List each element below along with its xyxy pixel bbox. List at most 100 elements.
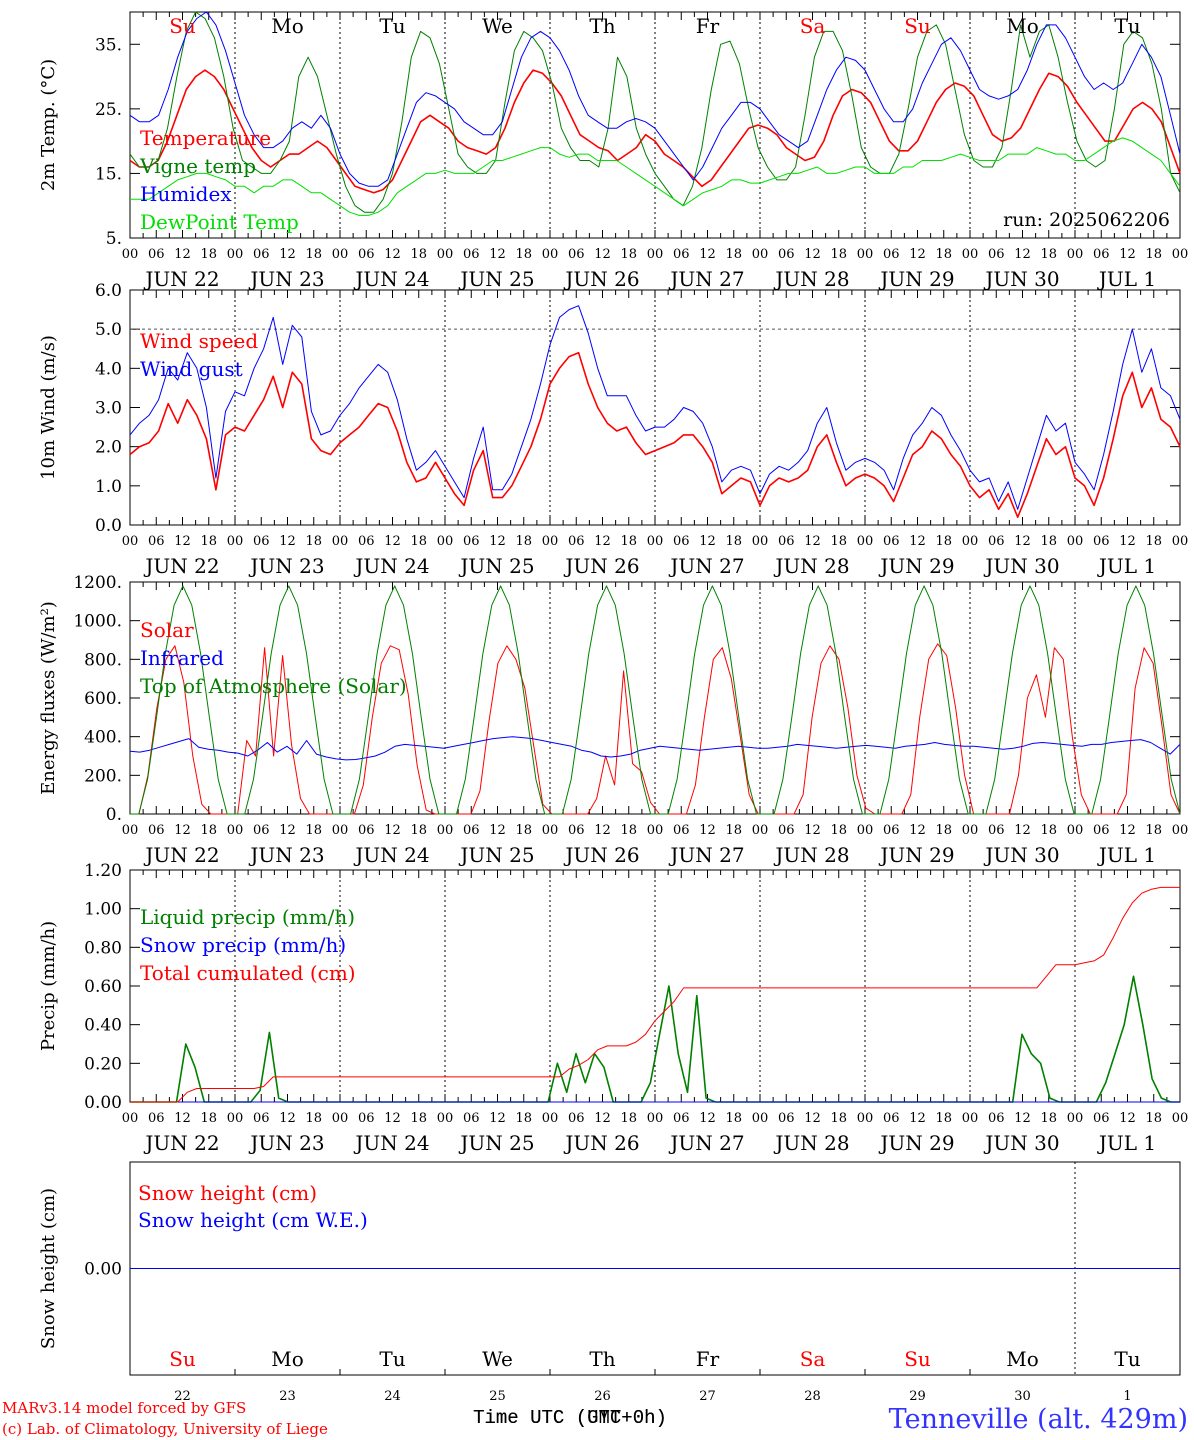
hour-label: 06 bbox=[358, 247, 375, 262]
day-name-bottom: Sa bbox=[800, 1347, 826, 1371]
date-label: JUN 27 bbox=[668, 554, 744, 578]
y-tick-label: 0.80 bbox=[84, 938, 122, 958]
date-label: JUN 23 bbox=[248, 1131, 324, 1155]
y-tick-label: 3.0 bbox=[95, 399, 122, 419]
hour-label: 18 bbox=[1040, 1111, 1057, 1126]
date-label: JUN 27 bbox=[668, 843, 744, 867]
date-label: JUN 22 bbox=[143, 554, 219, 578]
hour-label: 12 bbox=[489, 534, 506, 549]
date-label: JUN 29 bbox=[878, 554, 954, 578]
hour-label: 18 bbox=[200, 1111, 217, 1126]
hour-label: 18 bbox=[1145, 247, 1162, 262]
date-label: JUN 24 bbox=[353, 1131, 429, 1155]
y-tick-label: 25. bbox=[95, 100, 122, 120]
hour-label: 00 bbox=[1172, 823, 1189, 838]
y-tick-label: 0.0 bbox=[95, 516, 122, 536]
y-tick-label: 15. bbox=[95, 164, 122, 184]
hour-label: 06 bbox=[253, 534, 270, 549]
day-name-top: Sa bbox=[800, 14, 826, 38]
hour-label: 12 bbox=[699, 534, 716, 549]
hour-label: 18 bbox=[620, 247, 637, 262]
day-name-bottom: Mo bbox=[271, 1347, 304, 1371]
day-name-top: Fr bbox=[696, 14, 720, 38]
hour-label: 12 bbox=[489, 1111, 506, 1126]
hour-label: 06 bbox=[988, 823, 1005, 838]
day-name-top: Mo bbox=[271, 14, 304, 38]
y-tick-label: 5.0 bbox=[95, 320, 122, 340]
series-line-wind-speed bbox=[129, 351, 1181, 519]
series-line-temperature bbox=[129, 69, 1181, 194]
hour-label: 18 bbox=[410, 1111, 427, 1126]
hour-label: 12 bbox=[1014, 823, 1031, 838]
hour-label: 12 bbox=[909, 247, 926, 262]
date-label: JUN 26 bbox=[563, 267, 639, 291]
hour-label: 00 bbox=[1067, 823, 1084, 838]
hour-label: 06 bbox=[673, 534, 690, 549]
day-name-bottom: Tu bbox=[1114, 1347, 1140, 1371]
hour-label: 12 bbox=[174, 1111, 191, 1126]
hour-label: 00 bbox=[752, 823, 769, 838]
date-label: JUN 29 bbox=[878, 267, 954, 291]
hour-label: 00 bbox=[122, 1111, 139, 1126]
hour-label: 00 bbox=[647, 247, 664, 262]
day-number: 1 bbox=[1123, 1389, 1131, 1404]
date-label: JUN 30 bbox=[983, 1131, 1059, 1155]
hour-label: 00 bbox=[227, 534, 244, 549]
hour-label: 18 bbox=[515, 1111, 532, 1126]
y-tick-label: 0. bbox=[106, 805, 122, 825]
hour-label: 06 bbox=[1093, 247, 1110, 262]
hour-label: 18 bbox=[1145, 534, 1162, 549]
hour-label: 06 bbox=[673, 1111, 690, 1126]
hour-label: 00 bbox=[542, 1111, 559, 1126]
hour-label: 00 bbox=[437, 247, 454, 262]
date-label: JUN 23 bbox=[248, 843, 324, 867]
hour-label: 12 bbox=[489, 823, 506, 838]
day-name-bottom: We bbox=[482, 1347, 513, 1371]
y-tick-label: 0.20 bbox=[84, 1054, 122, 1074]
date-label: JUN 26 bbox=[563, 843, 639, 867]
hour-label: 18 bbox=[935, 534, 952, 549]
day-name-bottom: Su bbox=[169, 1347, 196, 1371]
hour-label: 00 bbox=[437, 534, 454, 549]
hour-label: 06 bbox=[988, 1111, 1005, 1126]
date-label: JUN 27 bbox=[668, 1131, 744, 1155]
hour-label: 18 bbox=[620, 1111, 637, 1126]
hour-label: 18 bbox=[1145, 823, 1162, 838]
legend-entry: Wind gust bbox=[140, 357, 243, 381]
day-name-bottom: Fr bbox=[696, 1347, 720, 1371]
hour-label: 12 bbox=[1014, 1111, 1031, 1126]
date-label: JUN 27 bbox=[668, 267, 744, 291]
hour-label: 00 bbox=[752, 1111, 769, 1126]
hour-label: 00 bbox=[1172, 247, 1189, 262]
hour-label: 00 bbox=[122, 823, 139, 838]
hour-label: 00 bbox=[1172, 534, 1189, 549]
hour-label: 00 bbox=[962, 1111, 979, 1126]
hour-label: 12 bbox=[384, 247, 401, 262]
hour-label: 12 bbox=[1014, 247, 1031, 262]
hour-label: 18 bbox=[620, 534, 637, 549]
date-label: JUN 23 bbox=[248, 267, 324, 291]
hour-label: 00 bbox=[437, 823, 454, 838]
hour-label: 00 bbox=[857, 247, 874, 262]
hour-label: 00 bbox=[332, 247, 349, 262]
hour-label: 18 bbox=[305, 247, 322, 262]
day-name-top: Tu bbox=[379, 14, 405, 38]
hour-label: 12 bbox=[804, 823, 821, 838]
hour-label: 12 bbox=[1119, 823, 1136, 838]
hour-label: 12 bbox=[174, 823, 191, 838]
hour-label: 18 bbox=[935, 1111, 952, 1126]
hour-label: 12 bbox=[594, 1111, 611, 1126]
hour-label: 06 bbox=[778, 247, 795, 262]
y-tick-label: 0.00 bbox=[84, 1093, 122, 1113]
hour-label: 18 bbox=[725, 247, 742, 262]
hour-label: 18 bbox=[1040, 534, 1057, 549]
hour-label: 12 bbox=[909, 823, 926, 838]
hour-label: 00 bbox=[962, 534, 979, 549]
y-tick-label: 6.0 bbox=[95, 281, 122, 301]
hour-label: 00 bbox=[857, 823, 874, 838]
date-label: JUN 25 bbox=[458, 267, 534, 291]
hour-label: 12 bbox=[699, 247, 716, 262]
hour-label: 12 bbox=[909, 534, 926, 549]
hour-label: 18 bbox=[935, 823, 952, 838]
hour-label: 00 bbox=[542, 247, 559, 262]
